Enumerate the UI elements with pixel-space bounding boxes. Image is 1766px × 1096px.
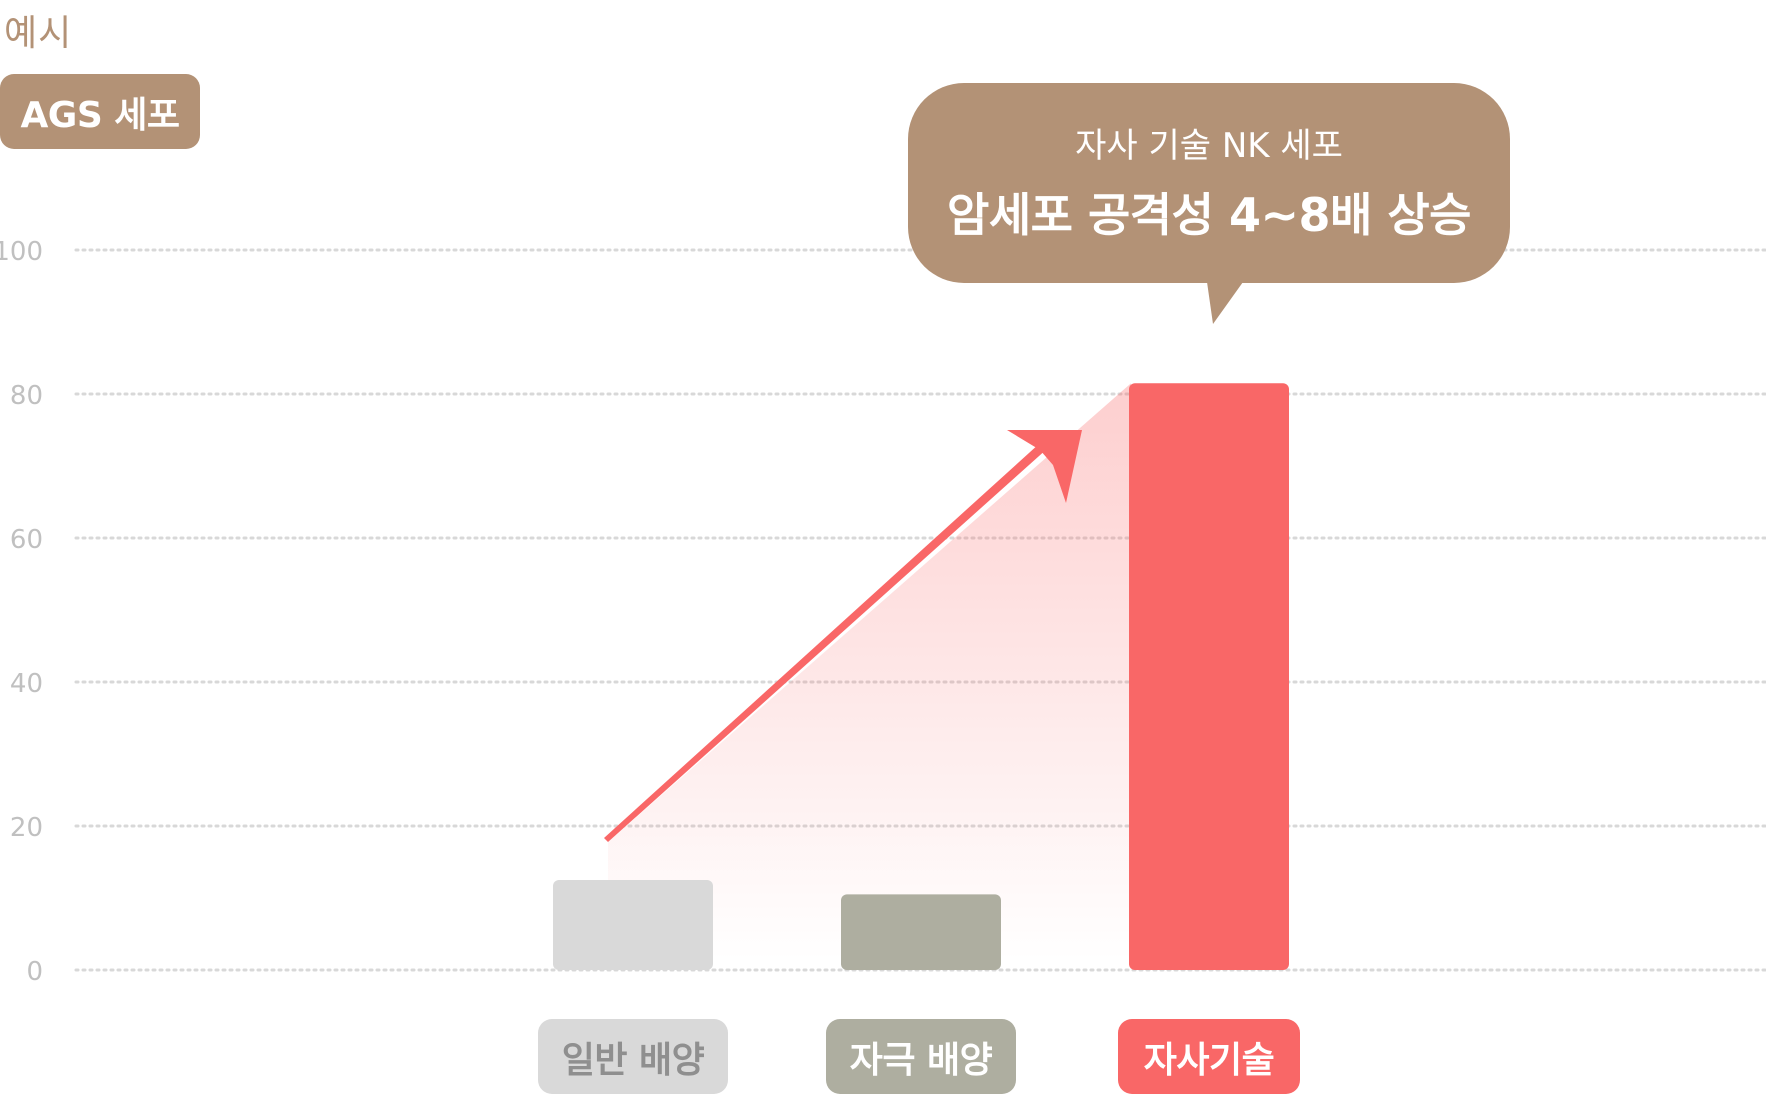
callout-subtitle: 자사 기술 NK 세포: [1075, 125, 1343, 166]
growth-arrow-head: [1007, 430, 1082, 503]
callout-headline: 암세포 공격성 4~8배 상승: [947, 187, 1471, 242]
callout-tail: [1207, 282, 1243, 324]
category-label: 일반 배양: [538, 1019, 728, 1094]
example-label: 예시: [4, 13, 73, 54]
callout-bubble: 자사 기술 NK 세포 암세포 공격성 4~8배 상승: [908, 83, 1510, 283]
y-tick-label: 80: [10, 381, 43, 411]
y-tick-label: 20: [10, 813, 43, 843]
y-tick-label: 100: [0, 237, 43, 267]
bar: [553, 880, 713, 970]
bar: [841, 894, 1001, 970]
growth-gradient-area: [608, 383, 1131, 960]
growth-arrow-shaft: [604, 443, 1048, 842]
y-tick-label: 60: [10, 525, 43, 555]
y-tick-label: 0: [26, 957, 43, 987]
category-label: 자사기술: [1118, 1019, 1300, 1094]
bar: [1129, 383, 1289, 970]
category-label: 자극 배양: [826, 1019, 1016, 1094]
cell-type-badge: AGS 세포: [0, 74, 200, 149]
y-tick-label: 40: [10, 669, 43, 699]
